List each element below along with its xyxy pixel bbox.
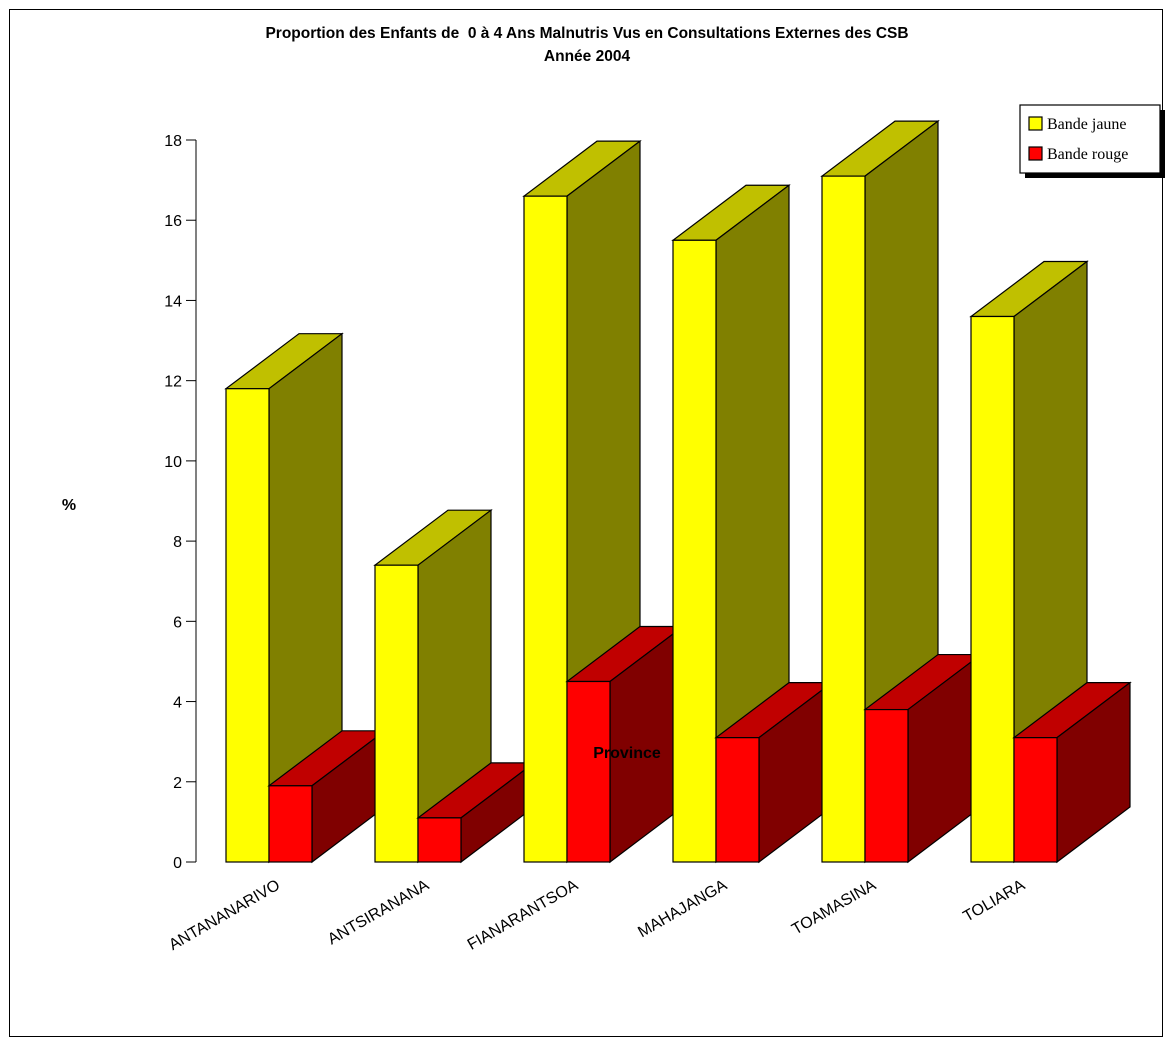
x-axis-label: Province — [593, 745, 661, 762]
bande-rouge-bar — [1013, 737, 1058, 863]
bande-jaune-bar — [970, 315, 1015, 863]
y-axis-label: % — [62, 497, 76, 514]
y-tick-label: 14 — [164, 293, 182, 310]
bande-rouge-bar — [268, 785, 313, 863]
x-tick-label: FIANARANTSOA — [465, 877, 582, 954]
legend-swatch — [1028, 116, 1043, 131]
y-tick-label: 6 — [173, 614, 182, 631]
bande-rouge-bar — [864, 708, 909, 863]
y-tick-label: 10 — [164, 454, 182, 471]
bande-jaune-bar — [523, 195, 568, 863]
legend-swatch — [1028, 146, 1043, 161]
x-tick-label: TOAMASINA — [789, 877, 879, 939]
bande-rouge-bar — [566, 680, 611, 863]
legend — [1019, 104, 1161, 174]
bande-jaune-bar — [374, 564, 419, 863]
bande-jaune-bar — [672, 239, 717, 863]
bande-jaune-bar — [821, 175, 866, 863]
y-tick-label: 8 — [173, 534, 182, 551]
y-tick-label: 0 — [173, 855, 182, 872]
x-tick-label: ANTSIRANANA — [325, 877, 432, 949]
y-tick-label: 16 — [164, 213, 182, 230]
y-tick-label: 4 — [173, 695, 182, 712]
x-tick-label: ANTANANARIVO — [166, 877, 283, 954]
bande-rouge-bar — [715, 737, 760, 863]
y-tick-label: 2 — [173, 775, 182, 792]
x-tick-label: MAHAJANGA — [635, 877, 730, 942]
legend-label: Bande jaune — [1047, 116, 1127, 133]
bande-rouge-bar — [417, 817, 462, 863]
chart-subtitle: Année 2004 — [543, 48, 631, 65]
y-tick-label: 18 — [164, 133, 182, 150]
bande-jaune-bar — [225, 388, 270, 863]
y-tick-label: 12 — [164, 374, 182, 391]
legend-label: Bande rouge — [1047, 146, 1128, 163]
x-tick-label: TOLIARA — [960, 877, 1028, 926]
chart-title: Proportion des Enfants de 0 à 4 Ans Maln… — [265, 25, 909, 42]
